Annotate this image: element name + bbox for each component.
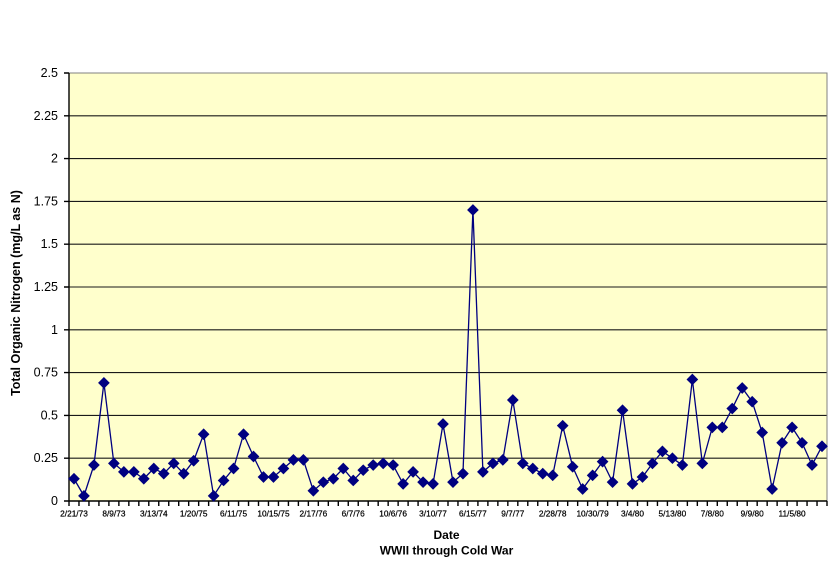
svg-text:Total Organic Nitrogen (mg/L a: Total Organic Nitrogen (mg/L as N): [9, 190, 23, 396]
svg-text:10/6/76: 10/6/76: [379, 509, 407, 519]
svg-text:3/13/74: 3/13/74: [140, 509, 168, 519]
svg-text:8/9/73: 8/9/73: [102, 509, 125, 519]
svg-text:2/17/76: 2/17/76: [300, 509, 328, 519]
svg-text:6/15/77: 6/15/77: [459, 509, 487, 519]
svg-text:Date: Date: [433, 528, 459, 542]
svg-text:10/30/79: 10/30/79: [576, 509, 609, 519]
svg-text:6/7/76: 6/7/76: [342, 509, 365, 519]
svg-text:WWII through Cold War: WWII through Cold War: [380, 544, 514, 558]
svg-text:2: 2: [51, 152, 58, 166]
svg-text:5/13/80: 5/13/80: [659, 509, 687, 519]
svg-text:3/4/80: 3/4/80: [621, 509, 644, 519]
svg-text:11/5/80: 11/5/80: [779, 509, 806, 519]
svg-text:9/7/77: 9/7/77: [501, 509, 524, 519]
svg-text:1.75: 1.75: [34, 194, 58, 208]
svg-text:2/21/73: 2/21/73: [60, 509, 88, 519]
svg-text:2.25: 2.25: [34, 109, 58, 123]
svg-text:3/10/77: 3/10/77: [419, 509, 447, 519]
svg-text:0.5: 0.5: [41, 408, 58, 422]
svg-text:1/20/75: 1/20/75: [180, 509, 208, 519]
svg-text:2/28/78: 2/28/78: [539, 509, 567, 519]
svg-text:0: 0: [51, 494, 58, 508]
svg-text:0.25: 0.25: [34, 451, 58, 465]
svg-text:6/11/75: 6/11/75: [220, 509, 247, 519]
svg-text:10/15/75: 10/15/75: [257, 509, 290, 519]
svg-text:1: 1: [51, 323, 58, 337]
svg-text:7/8/80: 7/8/80: [701, 509, 724, 519]
svg-text:0.75: 0.75: [34, 366, 58, 380]
svg-text:9/9/80: 9/9/80: [741, 509, 764, 519]
svg-text:2.5: 2.5: [41, 66, 58, 80]
svg-text:1.5: 1.5: [41, 237, 58, 251]
svg-text:1.25: 1.25: [34, 280, 58, 294]
